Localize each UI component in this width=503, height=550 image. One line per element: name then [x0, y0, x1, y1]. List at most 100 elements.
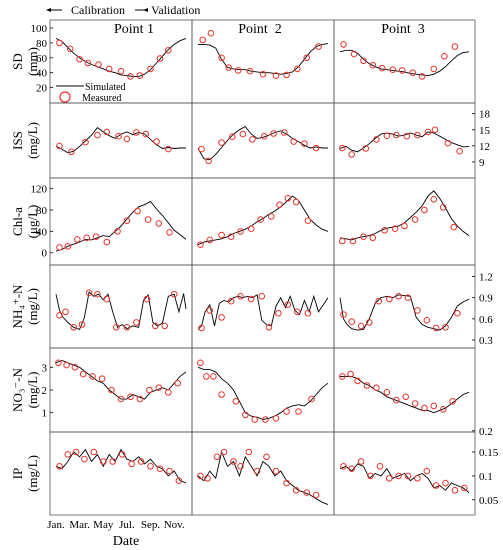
measured-point-nh-1: [152, 322, 159, 330]
measured-point-chla-3: [339, 237, 346, 245]
measured-point-nh-1: [170, 290, 178, 298]
measured-point-sd-1: [56, 39, 63, 47]
y-tick-label-right: 0.2: [479, 426, 493, 438]
measured-point-chla-1: [144, 216, 152, 223]
measured-point-nh-3: [340, 311, 347, 318]
measured-point-ip-1: [156, 465, 164, 473]
measured-point-nh-1: [113, 324, 120, 331]
measured-point-no-3: [449, 398, 456, 405]
validation-label: Validation: [151, 3, 200, 17]
measured-point-ip-2: [245, 448, 253, 456]
measured-point-iss-2: [229, 133, 236, 140]
measured-point-ip-2: [292, 487, 300, 494]
measured-point-sd-1: [105, 65, 113, 73]
measured-point-nh-2: [218, 314, 225, 321]
measured-point-ip-1: [90, 448, 98, 456]
measured-point-nh-3: [357, 322, 365, 330]
measured-point-no-1: [136, 395, 144, 403]
measured-point-sd-2: [272, 72, 280, 79]
simulated-line-ip-3: [339, 463, 470, 493]
measured-point-sd-1: [156, 55, 164, 62]
measured-point-no-3: [421, 404, 428, 412]
measured-point-iss-1: [94, 131, 101, 139]
y-axis-label-unit: (mg/L): [25, 455, 40, 492]
legend-measured-label: Measured: [82, 93, 121, 104]
measured-point-chla-3: [411, 216, 419, 223]
measured-point-nh-3: [423, 317, 431, 324]
measured-point-iss-1: [133, 129, 140, 136]
measured-point-ip-3: [395, 472, 402, 480]
measured-point-no-1: [71, 364, 79, 371]
measured-point-iss-2: [290, 138, 298, 145]
measured-point-sd-3: [430, 65, 438, 73]
measured-point-sd-3: [409, 69, 417, 76]
measured-point-ip-1: [175, 477, 183, 485]
measured-point-sd-2: [246, 67, 254, 75]
measured-point-no-2: [251, 416, 258, 423]
panel-border: [333, 431, 476, 516]
measured-point-no-2: [218, 391, 225, 398]
measured-point-sd-2: [283, 71, 290, 79]
simulated-line-ip-1: [55, 448, 187, 484]
measured-point-nh-1: [123, 324, 131, 331]
measured-point-ip-2: [220, 448, 228, 456]
simulated-line-no-3: [340, 375, 470, 414]
measured-point-nh-2: [275, 309, 282, 317]
x-tick-label: Jan.: [47, 519, 65, 531]
measured-point-nh-3: [348, 318, 356, 326]
measured-point-iss-3: [362, 145, 370, 152]
measured-point-iss-2: [260, 132, 268, 140]
measured-point-no-1: [155, 384, 163, 392]
measured-point-nh-3: [442, 324, 449, 331]
measured-point-no-3: [354, 377, 361, 385]
measured-point-sd-3: [418, 73, 426, 80]
simulated-line-chla-1: [55, 200, 187, 252]
measured-point-iss-1: [142, 130, 150, 138]
y-tick-label-left: 1: [42, 408, 48, 420]
measured-point-ip-3: [357, 458, 365, 465]
measured-point-sd-1: [147, 65, 154, 73]
legend-measured-marker: [59, 91, 71, 103]
y-tick-label-right: 9: [479, 157, 485, 169]
measured-point-chla-3: [439, 204, 447, 211]
measured-point-no-3: [347, 370, 354, 378]
measured-point-ip-1: [147, 463, 154, 470]
measured-point-sd-2: [294, 65, 301, 73]
measured-point-iss-3: [456, 147, 463, 155]
measured-point-ip-2: [197, 472, 204, 480]
measured-point-chla-2: [247, 225, 255, 232]
measured-point-sd-3: [398, 67, 406, 74]
x-axis-label: Date: [113, 534, 139, 549]
measured-point-no-1: [165, 389, 172, 396]
y-tick-label-left: 3: [42, 362, 48, 374]
measured-point-chla-2: [292, 198, 300, 206]
measured-point-chla-2: [206, 236, 214, 244]
measured-point-nh-3: [404, 294, 412, 302]
measured-point-iss-3: [414, 131, 421, 139]
measured-point-no-3: [339, 373, 346, 380]
measured-point-ip-2: [237, 463, 244, 470]
measured-point-iss-2: [198, 145, 205, 153]
column-title-point-1: Point 1: [114, 22, 154, 37]
panel-border: [333, 102, 476, 179]
simulated-line-no-2: [197, 366, 329, 420]
measured-point-sd-3: [340, 41, 347, 48]
y-axis-label-line: SD: [10, 53, 25, 70]
y-tick-label-left: 100: [31, 23, 48, 35]
measured-point-chla-3: [381, 227, 388, 234]
measured-point-ip-2: [230, 458, 237, 465]
measured-point-chla-3: [349, 237, 357, 245]
y-tick-label-right: 0.1: [479, 471, 493, 483]
y-tick-label-left: 80: [36, 38, 48, 50]
measured-point-iss-2: [312, 144, 320, 152]
measured-point-chla-3: [391, 225, 399, 232]
measured-point-chla-1: [123, 217, 131, 224]
measured-point-chla-2: [304, 217, 312, 224]
measured-point-no-2: [197, 359, 204, 367]
y-tick-label-right: 0.15: [479, 447, 499, 459]
measured-point-ip-3: [376, 463, 384, 470]
measured-point-nh-2: [227, 297, 235, 305]
measured-point-chla-3: [360, 233, 367, 240]
measured-point-chla-1: [166, 229, 173, 236]
y-axis-label-unit: (mg/L): [25, 372, 40, 409]
